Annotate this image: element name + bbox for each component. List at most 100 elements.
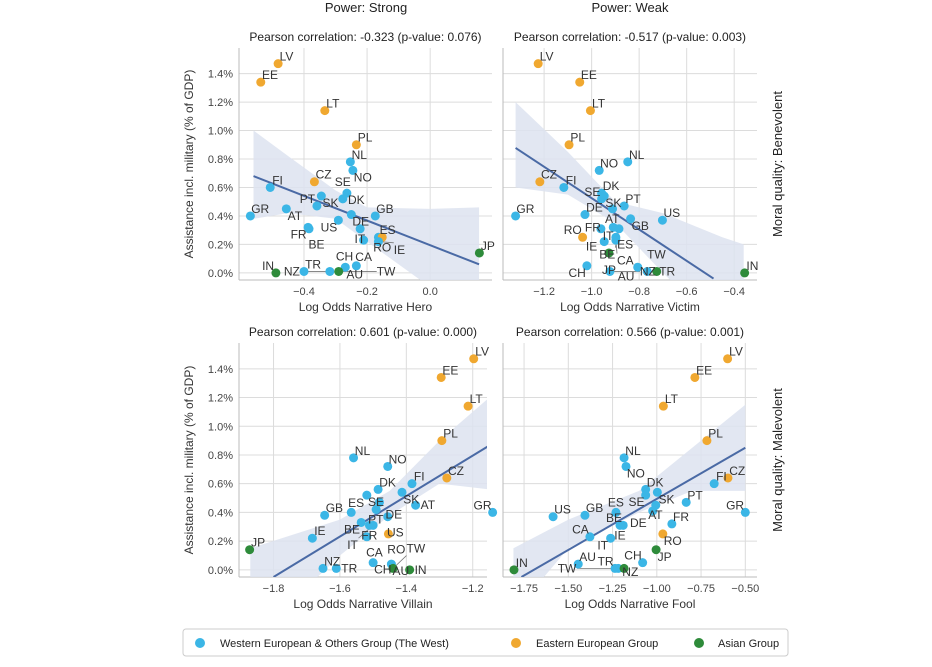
point-label-dk: DK	[348, 193, 365, 207]
point-label-fi: FI	[414, 470, 425, 484]
point-label-sk: SK	[659, 492, 675, 506]
regression-line	[253, 175, 480, 266]
legend-marker-east	[511, 638, 521, 648]
panel-4: −1.75 −1.50 −1.25 −1.00 −0.75 −0.50 Pearson co…	[502, 325, 759, 611]
point-label-lv: LV	[280, 50, 294, 64]
point-it	[596, 224, 606, 234]
point-label-nl: NL	[625, 444, 641, 458]
point-label-pt: PT	[300, 192, 316, 206]
point-label-gr: GR	[726, 498, 744, 512]
point-label-ie: IE	[614, 528, 625, 542]
y-tick-label: 0.4%	[208, 211, 233, 223]
column-title-weak: Power: Weak	[591, 0, 669, 15]
row-title-benevolent: Moral quality: Benevolent	[770, 91, 785, 237]
y-tick-label: 0.6%	[208, 182, 233, 194]
point-label-no: NO	[627, 467, 645, 481]
y-tick-label: 1.0%	[208, 126, 233, 138]
legend: Western European & Others Group (The Wes…	[182, 628, 789, 657]
point-au	[340, 262, 350, 272]
point-it	[355, 224, 365, 234]
point-gr	[511, 211, 521, 221]
x-tick-label: −0.4	[723, 286, 745, 298]
point-pt	[312, 201, 322, 211]
y-tick-label: 0.0%	[208, 565, 233, 577]
point-ro	[383, 529, 393, 539]
point-label-nl: NL	[352, 148, 368, 162]
panels: 0.0% 0.2% 0.4% 0.6% 0.8% 1.0% 1.2% 1.4% −0.4 −0.2…	[182, 30, 759, 611]
y-tick-label: 0.8%	[208, 154, 233, 166]
y-tick-label: 0.6%	[208, 479, 233, 491]
regression-line	[515, 147, 715, 280]
point-label-gb: GB	[376, 202, 393, 216]
point-us	[383, 512, 393, 522]
point-dk	[373, 484, 383, 494]
point-gb	[580, 510, 590, 520]
point-label-cz: CZ	[316, 168, 332, 182]
point-label-tw: TW	[377, 265, 396, 279]
point-label-au: AU	[579, 550, 596, 564]
point-au	[633, 262, 643, 272]
point-cz	[309, 177, 319, 187]
point-label-ch: CH	[624, 549, 641, 563]
point-label-pt: PT	[687, 488, 703, 502]
point-label-es: ES	[348, 496, 364, 510]
point-label-lv: LV	[475, 345, 489, 359]
point-gr	[740, 507, 750, 517]
point-jp	[604, 248, 614, 258]
point-pt	[681, 497, 691, 507]
legend-box	[182, 628, 789, 657]
point-label-ie: IE	[314, 524, 325, 538]
point-be	[304, 224, 314, 234]
x-axis-label: Log Odds Narrative Hero	[299, 300, 433, 314]
point-fi	[265, 182, 275, 192]
point-in	[271, 268, 281, 278]
x-tick-label: −1.4	[395, 583, 417, 595]
point-label-de: DE	[630, 516, 647, 530]
point-label-lv: LV	[540, 50, 554, 64]
point-label-pt: PT	[368, 513, 384, 527]
point-gr	[245, 211, 255, 221]
point-label-be: BE	[606, 511, 622, 525]
point-label-se: SE	[629, 495, 645, 509]
point-label-it: IT	[597, 538, 608, 552]
x-tick-label: −1.8	[263, 583, 285, 595]
point-no	[383, 461, 393, 471]
point-jp	[474, 248, 484, 258]
point-label-pl: PL	[570, 131, 585, 145]
x-tick-label: −1.2	[533, 286, 555, 298]
y-tick-label: 1.4%	[208, 69, 233, 81]
point-label-fr: FR	[673, 510, 689, 524]
point-tw	[619, 563, 629, 573]
point-label-jp: JP	[251, 536, 265, 550]
point-label-gr: GR	[516, 202, 534, 216]
point-in	[405, 565, 415, 575]
y-tick-label: 1.0%	[208, 421, 233, 433]
point-label-gb: GB	[586, 501, 603, 515]
point-tr	[299, 266, 309, 276]
x-tick-label: −0.4	[293, 286, 315, 298]
point-ee	[575, 77, 585, 87]
point-ie	[599, 237, 609, 247]
point-cz	[535, 177, 545, 187]
point-label-ch: CH	[374, 563, 391, 577]
point-label-dk: DK	[379, 475, 396, 489]
point-label-ee: EE	[581, 68, 597, 82]
point-label-no: NO	[600, 156, 618, 170]
point-label-be: BE	[309, 238, 325, 252]
point-label-se: SE	[584, 185, 600, 199]
point-nl	[619, 453, 629, 463]
y-axis-label: Assistance incl. military (% of GDP)	[182, 70, 196, 259]
point-label-us: US	[664, 206, 681, 220]
point-label-tr: TR	[659, 265, 675, 279]
point-lt	[320, 106, 330, 116]
legend-marker-asian	[694, 638, 704, 648]
point-in	[740, 268, 750, 278]
x-tick-label: −0.75	[687, 583, 715, 595]
point-ro	[658, 529, 668, 539]
point-label-nz: NZ	[284, 265, 300, 279]
point-label-au: AU	[618, 269, 635, 283]
x-tick-label: 0.0	[423, 286, 438, 298]
point-label-us: US	[554, 503, 571, 517]
point-label-sk: SK	[403, 492, 419, 506]
